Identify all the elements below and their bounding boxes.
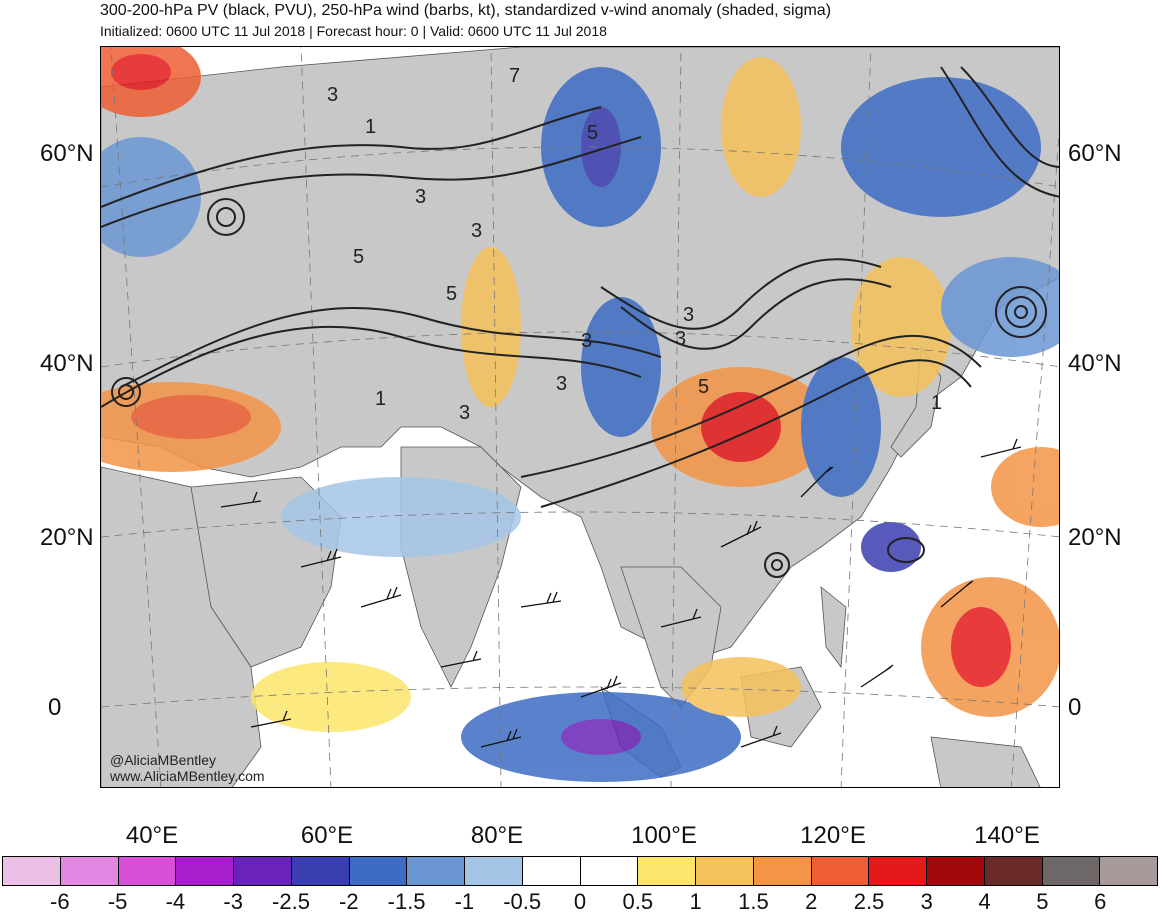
- contour-label: 3: [471, 220, 482, 242]
- lat-label-60n-left: 60°N: [40, 140, 94, 167]
- colorbar-tick-label: -4: [165, 889, 186, 914]
- graticule: [101, 47, 1059, 787]
- colorbar-swatch: [234, 857, 292, 885]
- colorbar-swatch: [349, 857, 408, 885]
- colorbar-swatch: [1100, 857, 1157, 885]
- lat-label-0-left: 0: [48, 694, 62, 721]
- colorbar-tick-label: 0: [573, 889, 587, 914]
- colorbar-swatch: [696, 857, 754, 885]
- credit-site: www.AliciaMBentley.com: [110, 768, 265, 784]
- colorbar-tick-label: 4: [978, 889, 991, 914]
- contour-label: 3: [327, 84, 338, 106]
- contour-label: 3: [683, 304, 694, 326]
- map-subtitle: Initialized: 0600 UTC 11 Jul 2018 | Fore…: [100, 23, 607, 39]
- map-title: 300-200-hPa PV (black, PVU), 250-hPa win…: [100, 2, 832, 19]
- colorbar-tick-label: -5: [107, 889, 128, 914]
- lon-label-60e: 60°E: [300, 822, 354, 849]
- pv-contours: [101, 66, 1059, 578]
- colorbar-tick-label: -1.5: [387, 889, 426, 914]
- colorbar-swatch: [291, 857, 350, 885]
- colorbar-tick-label: 2: [805, 889, 818, 914]
- anomaly-shading: [101, 47, 1059, 782]
- colorbar-tick-label: -1: [454, 889, 475, 914]
- colorbar-swatch: [869, 857, 927, 885]
- colorbar-swatch: [176, 857, 234, 885]
- contour-label: 3: [415, 186, 426, 208]
- lat-label-40n-right: 40°N: [1068, 350, 1122, 377]
- colorbar-tick-label: 3: [920, 889, 933, 914]
- colorbar-swatch: [753, 857, 812, 885]
- contour-label: 3: [675, 328, 686, 350]
- philippines-land: [820, 586, 847, 669]
- colorbar-tick-label: -0.5: [503, 889, 542, 914]
- contour-label: 5: [446, 283, 457, 305]
- contour-label: 3: [556, 373, 567, 395]
- colorbar-swatch: [407, 857, 465, 885]
- contour-label: 5: [353, 246, 364, 268]
- colorbar-swatch: [984, 857, 1043, 885]
- colorbar-swatch: [3, 857, 61, 885]
- colorbar-tick-label: 2.5: [853, 889, 885, 914]
- lat-label-40n-left: 40°N: [40, 350, 94, 377]
- colorbar-swatch: [638, 857, 696, 885]
- contour-label: 1: [931, 392, 942, 414]
- map-canvas: 3 1 7 5 3 5 3 5 3 3 5 3 1 3 1 3: [101, 47, 1059, 787]
- lon-label-80e: 80°E: [470, 822, 524, 849]
- colorbar-tick-label: 1: [689, 889, 702, 914]
- contour-label: 7: [509, 65, 520, 87]
- colorbar-tick-label: 5: [1036, 889, 1049, 914]
- contour-label: 5: [698, 376, 709, 398]
- colorbar-swatch: [927, 857, 985, 885]
- contour-label: 5: [587, 122, 598, 144]
- contour-label-group: 3 1 7 5 3 5 3 5 3 3 5 3 1 3 1 3: [327, 65, 942, 424]
- lat-label-0-right: 0: [1068, 694, 1082, 721]
- colorbar-tick-label: -2.5: [272, 889, 310, 914]
- colorbar-swatch: [811, 857, 870, 885]
- lat-label-60n-right: 60°N: [1068, 140, 1122, 167]
- colorbar-tick-label: -6: [50, 889, 70, 914]
- contour-label: 1: [375, 388, 386, 410]
- lon-label-120e: 120°E: [800, 822, 866, 849]
- colorbar-swatch: [580, 857, 639, 885]
- credit-handle: @AliciaMBentley: [110, 752, 217, 768]
- colorbar-swatch: [118, 857, 177, 885]
- contour-label: 1: [365, 116, 376, 138]
- colorbar: [2, 856, 1158, 886]
- lat-label-20n-left: 20°N: [40, 524, 94, 551]
- lat-label-20n-right: 20°N: [1068, 524, 1122, 551]
- colorbar-tick-label: 6: [1094, 889, 1107, 914]
- lon-label-140e: 140°E: [974, 822, 1040, 849]
- colorbar-swatch: [60, 857, 119, 885]
- colorbar-swatch: [1042, 857, 1101, 885]
- colorbar-tick-label: 0.5: [622, 889, 654, 914]
- lon-label-100e: 100°E: [631, 822, 697, 849]
- map-panel: 3 1 7 5 3 5 3 5 3 3 5 3 1 3 1 3: [100, 46, 1060, 788]
- contour-label: 3: [459, 402, 470, 424]
- wind-barbs: [220, 438, 1022, 748]
- colorbar-swatch: [522, 857, 581, 885]
- contour-label: 3: [581, 330, 592, 352]
- colorbar-tick-label: -2: [339, 889, 359, 914]
- colorbar-swatch: [465, 857, 523, 885]
- lon-label-40e: 40°E: [125, 822, 179, 849]
- colorbar-tick-label: -3: [223, 889, 243, 914]
- colorbar-tick-label: 1.5: [738, 889, 769, 914]
- newguinea-land: [930, 736, 1041, 787]
